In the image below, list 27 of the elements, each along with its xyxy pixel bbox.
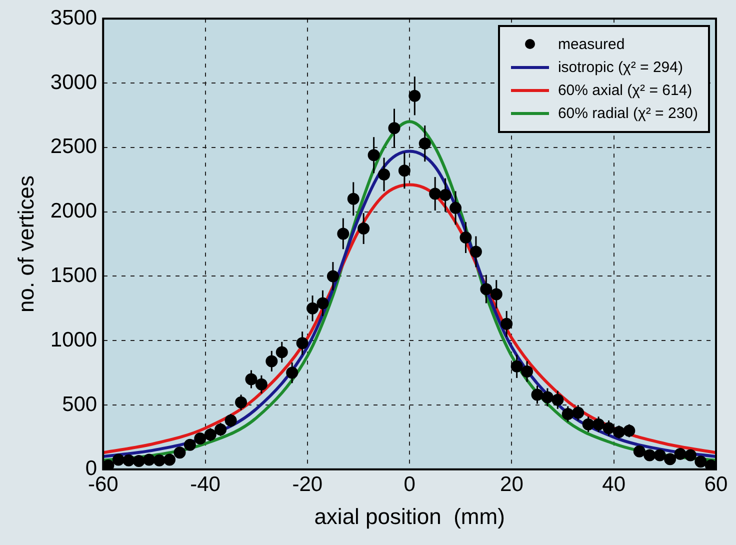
point	[694, 456, 707, 468]
point	[704, 460, 716, 470]
y-tick-label: 1000	[50, 328, 98, 352]
point	[184, 438, 196, 451]
y-tick-label: 2500	[50, 135, 98, 158]
point	[174, 446, 186, 459]
x-tick-label: -20	[292, 472, 323, 496]
point	[684, 449, 696, 462]
x-axis-title: axial position (mm)	[314, 504, 505, 529]
x-tick-label: 20	[500, 472, 524, 496]
y-tick-label: 3000	[50, 70, 98, 94]
legend-label: isotropic (χ² = 294)	[558, 58, 683, 78]
y-tick-label: 3500	[50, 6, 98, 30]
y-tick-label: 1500	[50, 264, 98, 287]
y-tick-label: 500	[62, 392, 98, 416]
legend-label: measured	[558, 34, 625, 55]
x-tick-label: 0	[404, 472, 416, 496]
x-tick-label: 40	[602, 472, 626, 496]
point	[664, 453, 676, 466]
point	[164, 454, 176, 466]
legend-label: 60% radial (χ² = 230)	[558, 104, 698, 124]
x-tick-label: 60	[704, 472, 728, 496]
point	[103, 460, 114, 470]
y-tick-label: 2000	[50, 200, 98, 223]
y-axis-title: no. of vertices	[13, 176, 38, 312]
legend-label: 60% axial (χ² = 614)	[558, 80, 692, 101]
x-tick-label: -40	[190, 472, 220, 496]
